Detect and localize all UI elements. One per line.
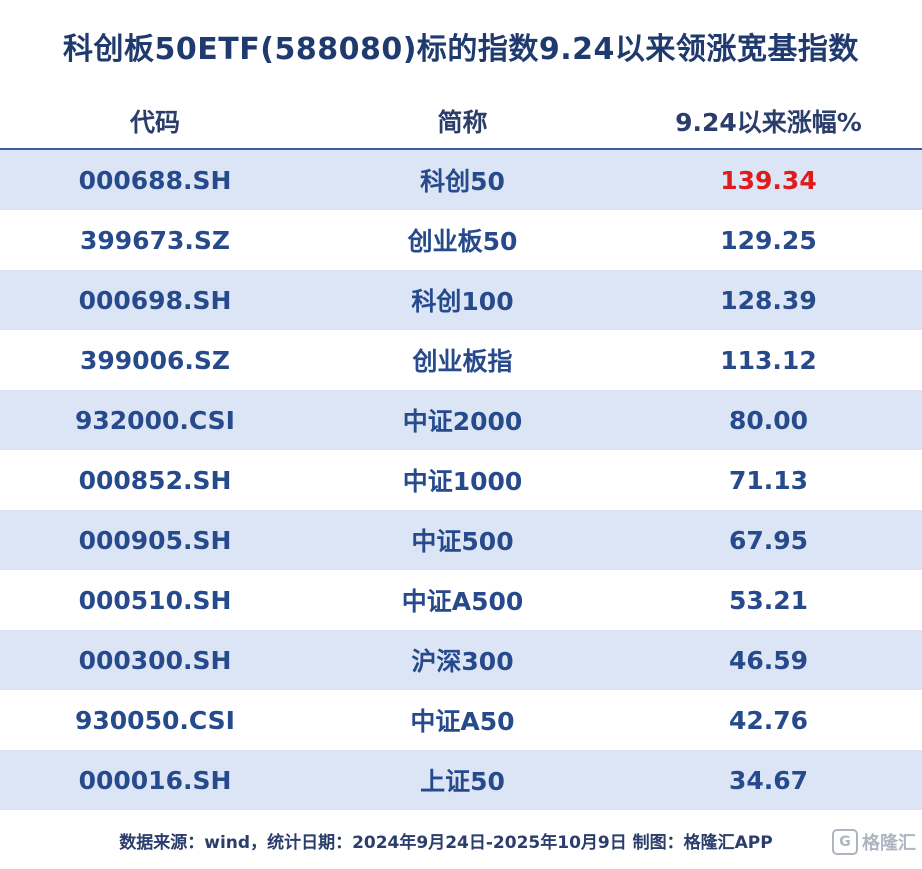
footer: 数据来源：wind，统计日期：2024年9月24日-2025年10月9日 制图：… xyxy=(0,812,922,869)
cell-name: 上证50 xyxy=(420,767,505,796)
cell-name: 创业板指 xyxy=(412,347,513,376)
watermark: G 格隆汇 xyxy=(832,829,916,855)
cell-code: 932000.CSI xyxy=(75,405,235,435)
cell-code: 000016.SH xyxy=(78,765,232,795)
cell-code: 000300.SH xyxy=(78,645,232,675)
cell-name: 中证1000 xyxy=(402,467,523,496)
cell-change: 42.76 xyxy=(728,705,809,735)
cell-name: 沪深300 xyxy=(411,647,514,676)
cell-name: 创业板50 xyxy=(407,227,518,256)
cell-change: 53.21 xyxy=(728,585,809,615)
cell-code: 000698.SH xyxy=(78,285,232,315)
cell-change: 34.67 xyxy=(728,765,809,795)
cell-change: 139.34 xyxy=(720,165,817,195)
table-row: 399673.SZ 创业板50 129.25 xyxy=(0,210,922,270)
cell-code: 000905.SH xyxy=(78,525,232,555)
cell-name: 科创100 xyxy=(411,287,514,316)
cell-code: 930050.CSI xyxy=(75,705,235,735)
table-row: 000016.SH 上证50 34.67 xyxy=(0,750,922,810)
cell-code: 399673.SZ xyxy=(80,225,230,255)
header-code: 代码 xyxy=(129,107,180,137)
table-row: 000852.SH 中证1000 71.13 xyxy=(0,450,922,510)
cell-code: 000688.SH xyxy=(78,165,232,195)
table-row: 000300.SH 沪深300 46.59 xyxy=(0,630,922,690)
header-divider xyxy=(0,148,922,150)
cell-name: 中证2000 xyxy=(402,407,523,436)
cell-change: 113.12 xyxy=(720,345,817,375)
table-header: 代码 简称 9.24以来涨幅% xyxy=(0,92,922,149)
source-note: 数据来源：wind，统计日期：2024年9月24日-2025年10月9日 制图：… xyxy=(119,833,773,853)
cell-code: 000852.SH xyxy=(78,465,232,495)
header-change: 9.24以来涨幅% xyxy=(675,107,862,137)
cell-code: 399006.SZ xyxy=(80,345,230,375)
table-row: 000698.SH 科创100 128.39 xyxy=(0,270,922,330)
cell-change: 71.13 xyxy=(728,465,809,495)
cell-name: 科创50 xyxy=(420,167,505,196)
table-row: 000905.SH 中证500 67.95 xyxy=(0,510,922,570)
cell-name: 中证A50 xyxy=(410,707,515,736)
cell-change: 128.39 xyxy=(720,285,817,315)
cell-change: 129.25 xyxy=(720,225,817,255)
table-row: 000510.SH 中证A500 53.21 xyxy=(0,570,922,630)
chart-title: 科创板50ETF(588080)标的指数9.24以来领涨宽基指数 xyxy=(63,32,859,67)
table-body: 000688.SH 科创50 139.34 399673.SZ 创业板50 129.25 0… xyxy=(0,150,922,810)
watermark-text: 格隆汇 xyxy=(862,833,916,854)
table-row: 399006.SZ 创业板指 113.12 xyxy=(0,330,922,390)
table-row: 932000.CSI 中证2000 80.00 xyxy=(0,390,922,450)
table-row: 930050.CSI 中证A50 42.76 xyxy=(0,690,922,750)
cell-code: 000510.SH xyxy=(78,585,232,615)
cell-change: 80.00 xyxy=(728,405,809,435)
cell-name: 中证500 xyxy=(411,527,514,556)
header-name: 简称 xyxy=(437,107,488,137)
table-row: 000688.SH 科创50 139.34 xyxy=(0,150,922,210)
cell-change: 67.95 xyxy=(728,525,809,555)
gelonghui-logo-icon: G xyxy=(832,829,858,855)
cell-name: 中证A500 xyxy=(401,587,524,616)
cell-change: 46.59 xyxy=(728,645,809,675)
